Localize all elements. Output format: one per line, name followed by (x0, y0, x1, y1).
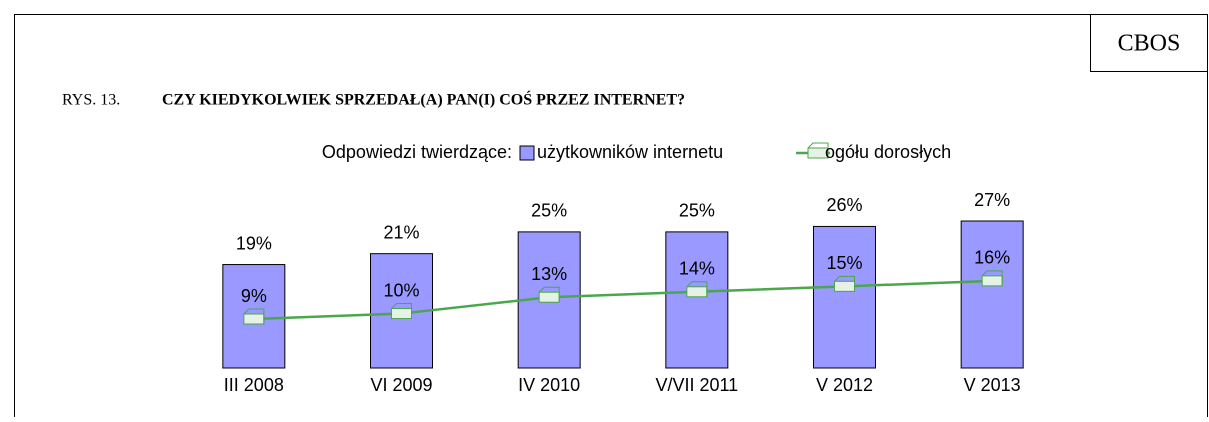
logo: CBOS (1118, 31, 1181, 57)
figure-label: RYS. 13. (62, 92, 120, 109)
x-tick-label: V/VII 2011 (655, 375, 738, 395)
line-marker (686, 281, 708, 298)
x-tick-label: V 2012 (816, 375, 873, 395)
line-value-label: 16% (974, 248, 1010, 268)
marker-part (807, 142, 829, 158)
marker-part (834, 275, 855, 292)
logo-box (1090, 14, 1208, 72)
legend-marker (807, 142, 829, 159)
bar-value-label: 27% (974, 190, 1010, 210)
legend-swatch (519, 145, 535, 161)
bar-value-label: 19% (236, 233, 272, 253)
marker-part (981, 270, 1003, 286)
line-marker (243, 308, 265, 325)
x-tick-label: III 2008 (224, 375, 284, 395)
marker-part (538, 286, 560, 303)
marker-part (391, 308, 412, 320)
marker-part (834, 280, 855, 292)
bar-value-label: 25% (531, 201, 567, 221)
legend-title: Odpowiedzi twierdzące: (322, 142, 512, 162)
line-value-label: 10% (383, 280, 419, 300)
marker-part (243, 313, 265, 325)
marker-part (686, 281, 708, 297)
line-marker (981, 270, 1003, 287)
marker-part (686, 286, 708, 298)
marker-part (538, 291, 560, 303)
x-tick-label: V 2013 (964, 375, 1021, 395)
line-marker (834, 275, 855, 292)
x-tick-label: IV 2010 (518, 375, 580, 395)
marker-part (391, 303, 412, 319)
x-tick-label: VI 2009 (370, 375, 432, 395)
marker-part (243, 308, 265, 324)
bar-value-label: 26% (826, 195, 862, 215)
line-value-label: 14% (679, 259, 715, 279)
line-value-label: 15% (826, 253, 862, 273)
line-marker (391, 303, 412, 320)
line-marker (538, 286, 560, 303)
bar (960, 220, 1024, 369)
line-value-label: 13% (531, 264, 567, 284)
bar-value-label: 21% (383, 222, 419, 242)
marker-part (981, 275, 1003, 287)
legend-label: użytkowników internetu (537, 142, 723, 162)
frame (14, 14, 1208, 422)
bar-value-label: 25% (679, 201, 715, 221)
chart-title: CZY KIEDYKOLWIEK SPRZEDAŁ(A) PAN(I) COŚ … (162, 90, 685, 109)
bar (813, 225, 876, 369)
legend-label: ogółu dorosłych (825, 142, 951, 162)
bar (665, 231, 729, 369)
line (253, 279, 993, 321)
line-value-label: 9% (241, 286, 267, 306)
